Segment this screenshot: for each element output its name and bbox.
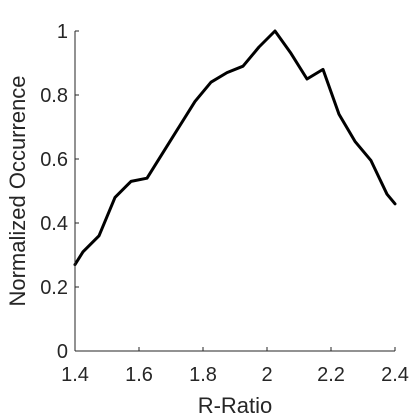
- x-tick-label: 1.6: [125, 364, 153, 386]
- y-tick-label: 0.2: [40, 277, 68, 299]
- y-tick-label: 1: [57, 21, 68, 43]
- x-tick-label: 2: [261, 364, 272, 386]
- x-tick-label: 1.4: [61, 364, 89, 386]
- plot-area: [75, 31, 395, 351]
- y-tick-layer: 0 0.2 0.4 0.6 0.8 1: [40, 21, 79, 363]
- x-tick-label: 1.8: [189, 364, 217, 386]
- x-tick-layer: 1.4 1.6 1.8 2 2.2 2.4: [61, 347, 409, 386]
- x-tick-label: 2.2: [317, 364, 345, 386]
- y-tick-label: 0.6: [40, 149, 68, 171]
- series-line-1: [73, 29, 397, 267]
- y-tick-label: 0.8: [40, 85, 68, 107]
- axes-layer: [74, 31, 395, 352]
- x-axis-title: R-Ratio: [198, 393, 273, 418]
- series-layer: [73, 29, 397, 267]
- y-tick-label: 0.4: [40, 213, 68, 235]
- y-tick-label: 0: [57, 341, 68, 363]
- y-axis-title: Normalized Occurrence: [5, 75, 30, 306]
- x-tick-label: 2.4: [381, 364, 409, 386]
